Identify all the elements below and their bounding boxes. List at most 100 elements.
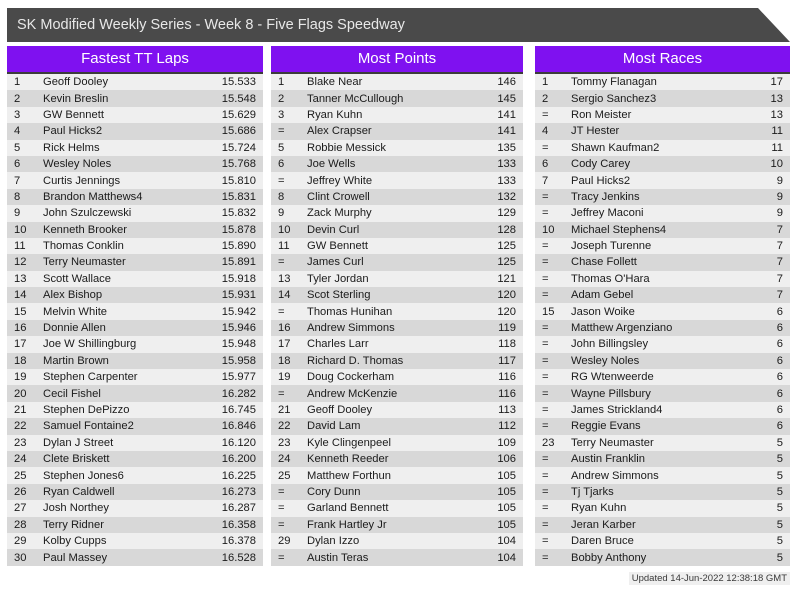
table-row: 8 Brandon Matthews4 15.831 xyxy=(7,188,263,206)
row-rank: 22 xyxy=(278,420,291,433)
row-value: 5 xyxy=(776,518,783,531)
row-driver-name: Geoff Dooley xyxy=(43,76,109,89)
row-value: 15.958 xyxy=(221,354,256,367)
table-row: 23 Terry Neumaster 5 xyxy=(535,434,790,451)
row-value: 133 xyxy=(497,158,516,171)
row-rank: 5 xyxy=(14,141,21,154)
row-value: 16.273 xyxy=(221,485,256,498)
row-driver-name: Charles Larr xyxy=(307,338,369,351)
table-row: 12 Terry Neumaster 15.891 xyxy=(7,254,263,271)
row-value: 16.282 xyxy=(221,387,256,400)
row-rank: = xyxy=(278,305,285,318)
row-rank: 12 xyxy=(14,256,27,269)
row-driver-name: Dylan Izzo xyxy=(307,535,360,548)
row-value: 116 xyxy=(498,371,516,384)
row-value: 7 xyxy=(776,240,783,253)
row-driver-name: Alex Crapser xyxy=(307,125,372,138)
table-row: 16 Donnie Allen 15.946 xyxy=(7,319,263,337)
row-driver-name: Cody Carey xyxy=(571,158,631,171)
row-value: 121 xyxy=(497,272,516,285)
row-driver-name: JT Hester xyxy=(571,125,620,138)
row-rank: 6 xyxy=(278,158,285,171)
row-value: 11 xyxy=(771,141,783,154)
row-driver-name: Ron Meister xyxy=(571,108,632,121)
row-rank: 25 xyxy=(278,469,291,482)
row-rank: 18 xyxy=(278,354,291,367)
row-rank: 15 xyxy=(542,305,555,318)
table-row: 2 Tanner McCullough 145 xyxy=(271,90,523,107)
row-driver-name: Matthew Forthun xyxy=(307,469,391,482)
table-row: = Ron Meister 13 xyxy=(535,106,790,124)
table-row: 14 Scot Sterling 120 xyxy=(271,287,523,304)
row-rank: 17 xyxy=(14,338,27,351)
table-row: 8 Clint Crowell 132 xyxy=(271,188,523,206)
row-rank: 24 xyxy=(278,453,291,466)
row-value: 6 xyxy=(776,338,783,351)
table-row: 30 Paul Massey 16.528 xyxy=(7,549,263,566)
row-rank: = xyxy=(542,387,549,400)
table-row: = Austin Franklin 5 xyxy=(535,450,790,468)
row-driver-name: Geoff Dooley xyxy=(307,404,373,416)
row-value: 9 xyxy=(776,174,783,187)
row-value: 5 xyxy=(776,502,783,515)
table-row: 21 Geoff Dooley 113 xyxy=(271,401,523,419)
row-rank: 10 xyxy=(278,223,291,236)
row-rank: 9 xyxy=(14,207,21,220)
row-driver-name: Andrew McKenzie xyxy=(307,387,398,400)
table-row: 18 Richard D. Thomas 117 xyxy=(271,352,523,370)
table-row: = Garland Bennett 105 xyxy=(271,500,523,517)
row-driver-name: Terry Neumaster xyxy=(43,256,126,269)
row-value: 117 xyxy=(498,354,516,367)
row-driver-name: Adam Gebel xyxy=(571,289,634,302)
row-driver-name: Brandon Matthews4 xyxy=(43,190,143,203)
table-row: 10 Devin Curl 128 xyxy=(271,221,523,238)
row-value: 6 xyxy=(776,420,783,433)
row-driver-name: Ryan Kuhn xyxy=(571,502,627,515)
row-driver-name: Tj Tjarks xyxy=(571,485,614,498)
row-value: 15.724 xyxy=(221,141,256,154)
row-value: 13 xyxy=(770,92,783,105)
table-row: = Matthew Argenziano 6 xyxy=(535,319,790,337)
row-value: 16.846 xyxy=(221,420,256,433)
row-value: 6 xyxy=(776,305,783,318)
row-driver-name: Thomas O'Hara xyxy=(571,272,650,285)
table-row: 23 Kyle Clingenpeel 109 xyxy=(271,434,523,451)
row-rank: 27 xyxy=(14,502,27,515)
row-rank: = xyxy=(542,354,549,367)
row-rank: 6 xyxy=(542,158,549,171)
row-driver-name: Thomas Conklin xyxy=(43,240,124,253)
table-row: 6 Joe Wells 133 xyxy=(271,155,523,173)
row-rank: 16 xyxy=(278,322,291,335)
row-value: 7 xyxy=(776,289,783,302)
row-rank: = xyxy=(542,485,549,498)
row-rank: 2 xyxy=(278,92,285,105)
row-value: 133 xyxy=(497,174,516,187)
row-value: 109 xyxy=(497,436,516,449)
table-row: 19 Stephen Carpenter 15.977 xyxy=(7,369,263,386)
row-value: 15.629 xyxy=(221,108,256,121)
row-driver-name: Scot Sterling xyxy=(307,289,371,302)
row-rank: 7 xyxy=(542,174,549,187)
row-rank: = xyxy=(278,502,285,515)
row-value: 125 xyxy=(497,256,516,269)
row-rank: 26 xyxy=(14,485,27,498)
table-row: 11 GW Bennett 125 xyxy=(271,237,523,255)
table-row: 9 Zack Murphy 129 xyxy=(271,205,523,222)
panel-title-most-races: Most Races xyxy=(535,46,790,74)
row-value: 145 xyxy=(497,92,516,105)
row-driver-name: Stephen Jones6 xyxy=(43,469,124,482)
row-driver-name: Joe Wells xyxy=(307,158,356,171)
row-rank: 11 xyxy=(278,240,290,253)
row-rank: 8 xyxy=(278,190,285,203)
table-row: 16 Andrew Simmons 119 xyxy=(271,319,523,337)
row-driver-name: Chase Follett xyxy=(571,256,637,269)
table-row: = Bobby Anthony 5 xyxy=(535,549,790,566)
row-value: 125 xyxy=(497,240,516,253)
row-rank: 13 xyxy=(278,272,291,285)
row-value: 15.810 xyxy=(221,174,256,187)
row-rank: 21 xyxy=(278,404,291,416)
row-rank: 30 xyxy=(14,551,27,564)
table-row: 1 Tommy Flanagan 17 xyxy=(535,74,790,91)
row-value: 104 xyxy=(497,535,516,548)
row-rank: 22 xyxy=(14,420,27,433)
